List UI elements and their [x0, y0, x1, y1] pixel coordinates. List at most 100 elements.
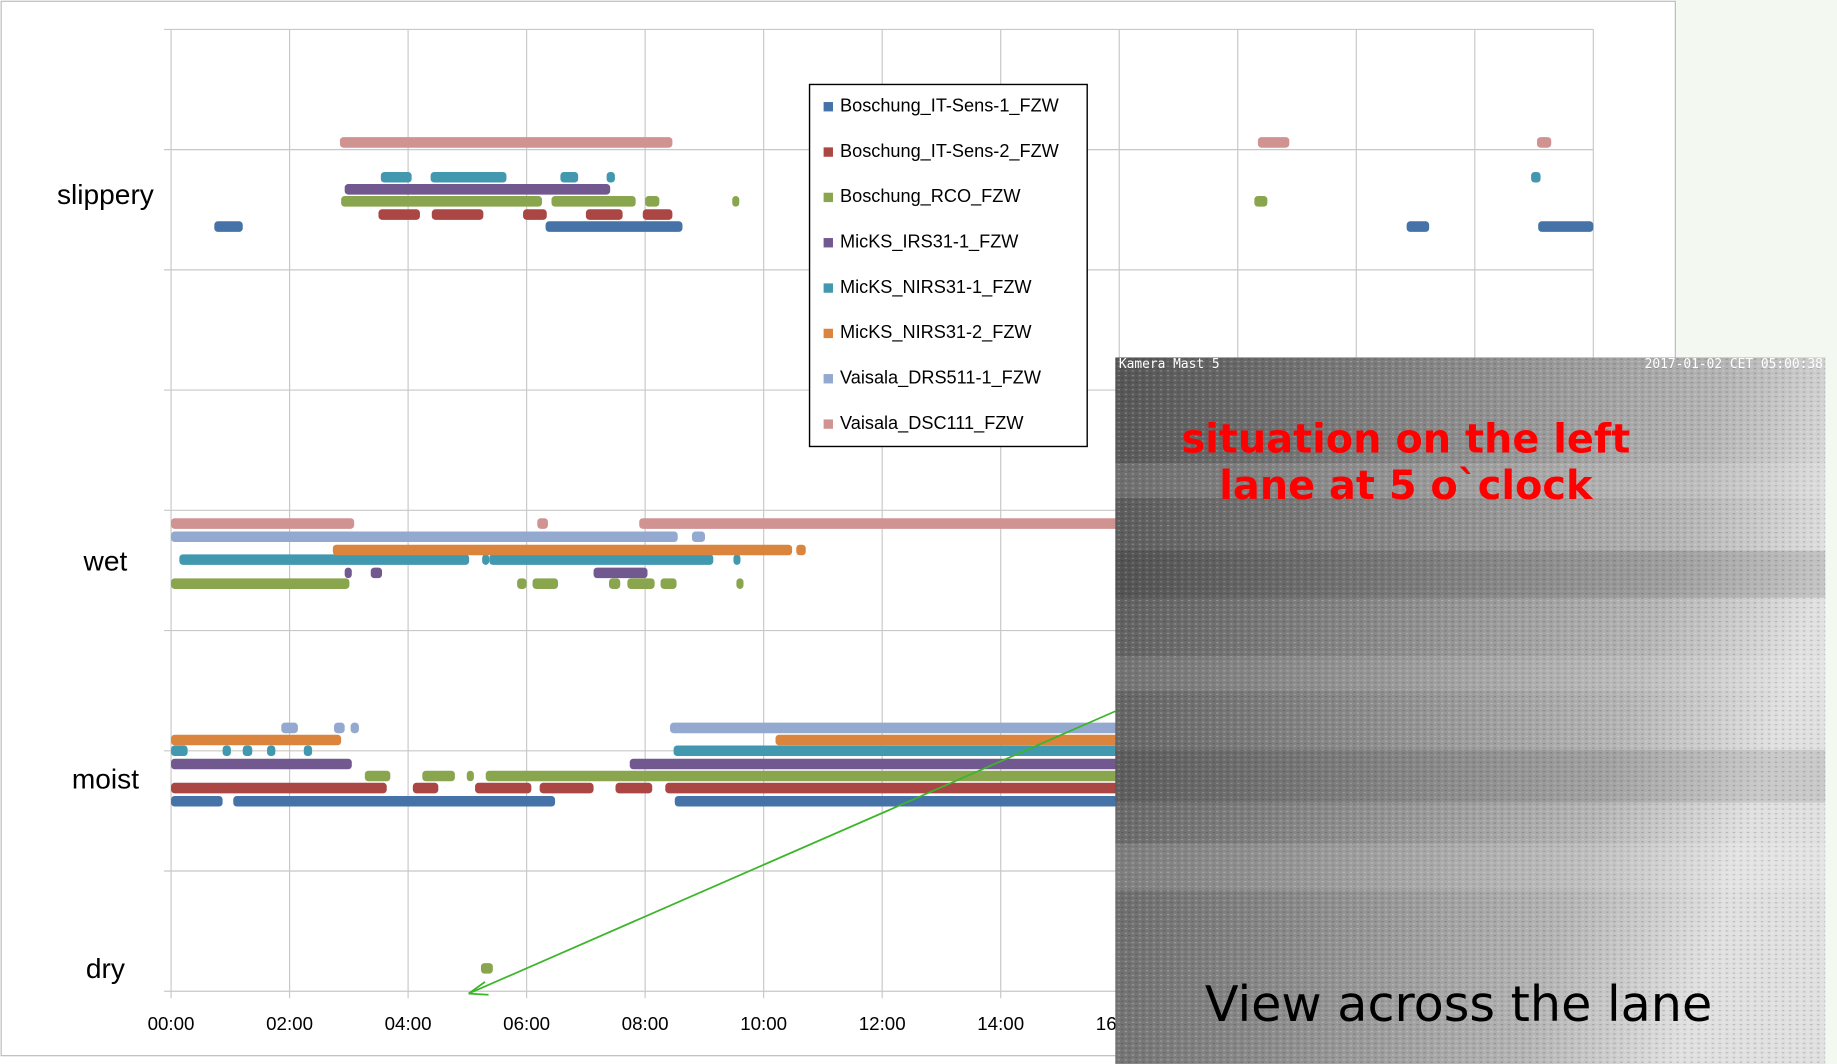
state-segment	[736, 578, 744, 589]
state-segment	[485, 770, 1149, 782]
state-segment	[517, 578, 527, 589]
pointer-arrow	[468, 710, 1116, 995]
x-tick-label: 12:00	[859, 1013, 906, 1034]
state-segment	[639, 518, 1149, 529]
state-segment	[585, 209, 623, 220]
state-segment	[222, 745, 231, 757]
state-segment	[673, 745, 1149, 757]
state-segment	[466, 770, 474, 782]
state-segment	[660, 578, 677, 589]
state-segment	[344, 567, 352, 579]
legend-swatch	[823, 147, 833, 157]
state-segment	[482, 554, 490, 565]
legend-swatch	[823, 283, 833, 293]
photo-caption: View across the lane	[1205, 975, 1712, 1033]
x-tick-label: 10:00	[740, 1013, 787, 1034]
state-segment	[732, 196, 740, 207]
state-segment	[545, 221, 683, 232]
x-tick-label: 04:00	[385, 1013, 432, 1034]
state-segment	[629, 758, 1149, 770]
y-tick-label: moist	[72, 763, 139, 794]
state-segment	[615, 782, 653, 794]
state-segment	[171, 734, 342, 746]
state-segment	[674, 796, 1149, 807]
legend-label: MicKS_IRS31-1_FZW	[840, 232, 1019, 253]
x-tick-label: 08:00	[622, 1013, 669, 1034]
state-segment	[606, 172, 615, 183]
state-segment	[380, 172, 412, 183]
state-segment	[1257, 137, 1290, 148]
state-segment	[430, 172, 507, 183]
x-tick-label: 00:00	[148, 1013, 195, 1034]
state-segment	[332, 544, 793, 556]
state-segment	[539, 782, 594, 794]
legend-label: Vaisala_DRS511-1_FZW	[840, 368, 1042, 389]
state-segment	[179, 554, 470, 565]
x-tick-label: 02:00	[266, 1013, 313, 1034]
state-segment	[364, 770, 391, 782]
state-segment	[1406, 221, 1430, 232]
state-segment	[344, 184, 611, 195]
state-segment	[608, 578, 621, 589]
state-segment	[642, 209, 673, 220]
state-segment	[560, 172, 579, 183]
state-segment	[303, 745, 313, 757]
state-segment	[171, 796, 223, 807]
photo-annotation: situation on the left lane at 5 o`clock	[1181, 416, 1631, 510]
state-segment	[480, 963, 493, 974]
state-segment	[1531, 172, 1541, 183]
state-segment	[267, 745, 276, 757]
y-tick-label: dry	[86, 953, 125, 984]
legend-swatch	[823, 328, 833, 339]
legend-box	[808, 83, 1088, 448]
state-segment	[645, 196, 660, 207]
state-segment	[665, 782, 1149, 794]
state-segment	[334, 722, 345, 734]
legend-label: MicKS_NIRS31-1_FZW	[840, 277, 1032, 298]
x-tick-label: 14:00	[977, 1013, 1024, 1034]
state-segment	[341, 196, 543, 207]
x-tick-label: 06:00	[503, 1013, 550, 1034]
state-segment	[171, 531, 678, 543]
camera-label: Kamera Mast 5	[1119, 357, 1220, 372]
camera-timestamp: 2017-01-02 CET 05:00:38	[1645, 357, 1823, 372]
state-segment	[523, 209, 547, 220]
state-segment	[733, 554, 741, 565]
state-segment	[233, 796, 556, 807]
state-segment	[350, 722, 359, 734]
state-segment	[378, 209, 420, 220]
legend-label: MicKS_NIRS31-2_FZW	[840, 322, 1032, 343]
y-tick-label: wet	[83, 546, 128, 577]
state-segment	[475, 782, 532, 794]
legend-label: Vaisala_DSC111_FZW	[840, 413, 1024, 434]
state-segment	[214, 221, 243, 232]
state-segment	[1537, 137, 1552, 148]
camera-photo: Kamera Mast 5 2017-01-02 CET 05:00:38 si…	[1115, 357, 1826, 1064]
legend-label: Boschung_RCO_FZW	[840, 186, 1021, 207]
state-segment	[1538, 221, 1594, 232]
state-segment	[796, 544, 806, 556]
y-tick-label: slippery	[57, 179, 154, 210]
state-segment	[412, 782, 439, 794]
state-segment	[242, 745, 253, 757]
state-segment	[171, 758, 352, 770]
state-segment	[370, 567, 383, 579]
state-segment	[775, 734, 1149, 746]
state-segment	[171, 578, 350, 589]
state-segment	[627, 578, 655, 589]
state-segment	[339, 137, 673, 148]
state-segment	[691, 531, 705, 543]
state-segment	[532, 578, 559, 589]
state-segment	[171, 518, 355, 529]
legend-swatch	[823, 102, 833, 112]
state-segment	[422, 770, 455, 782]
state-segment	[593, 567, 648, 579]
state-segment	[1254, 196, 1268, 207]
legend-label: Boschung_IT-Sens-2_FZW	[840, 141, 1060, 162]
legend-swatch	[823, 419, 833, 429]
state-segment	[431, 209, 484, 220]
legend-swatch	[823, 192, 833, 203]
state-segment	[670, 722, 1149, 734]
